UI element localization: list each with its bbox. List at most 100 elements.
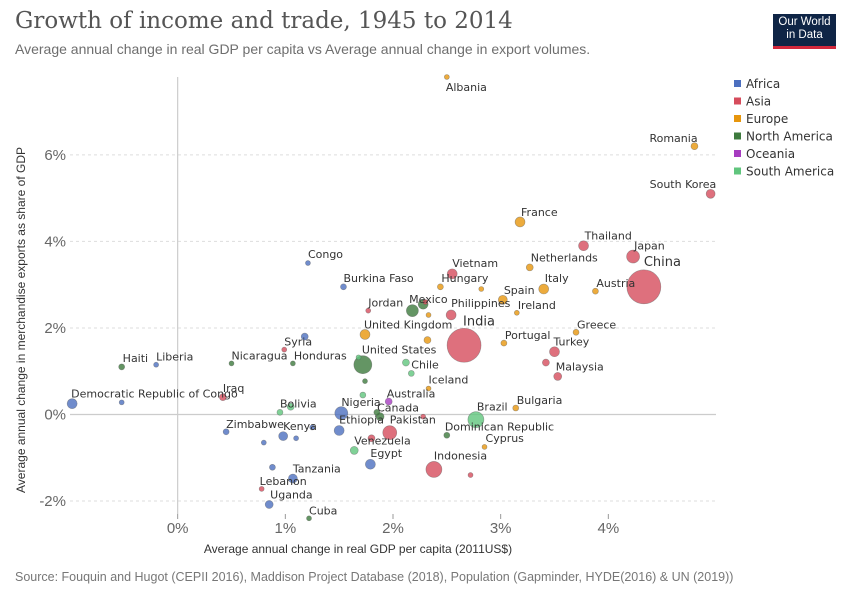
- point-label: Austria: [596, 277, 635, 290]
- point-label: Uganda: [270, 488, 312, 501]
- data-point: [425, 461, 443, 478]
- logo-line-1: Our World: [778, 16, 831, 28]
- point-label: Burkina Faso: [343, 272, 413, 285]
- data-point: [306, 515, 312, 522]
- minor-data-point: [118, 399, 125, 406]
- data-point: [467, 411, 485, 428]
- chart-title: Growth of income and trade, 1945 to 2014: [15, 8, 513, 34]
- minor-data-point: [467, 472, 474, 478]
- point-label: Malaysia: [556, 360, 604, 373]
- gridlines: -2% 0% 2% 4% 6%: [39, 147, 716, 510]
- owid-logo[interactable]: Our World in Data: [773, 14, 836, 49]
- minor-data-point: [355, 354, 362, 361]
- point-label: Spain: [504, 284, 535, 297]
- data-point: [365, 458, 376, 470]
- data-point: [514, 310, 520, 316]
- minor-data-point: [367, 434, 376, 443]
- data-point: [359, 329, 371, 340]
- data-point: [626, 269, 662, 305]
- data-point: [437, 283, 444, 291]
- data-point: [365, 307, 372, 314]
- point-label: France: [521, 206, 558, 219]
- point-label: Vietnam: [452, 257, 498, 270]
- point-label: Bolivia: [280, 397, 317, 410]
- point-label: Australia: [387, 388, 436, 401]
- logo-accent-bar: [773, 46, 836, 49]
- point-label: Ethiopia: [339, 413, 384, 426]
- point-label: Portugal: [505, 329, 551, 342]
- point-label: Cuba: [309, 504, 337, 517]
- minor-data-point: [406, 304, 419, 317]
- legend-swatch: [734, 167, 741, 175]
- data-point: [444, 74, 450, 80]
- point-label: Romania: [649, 132, 697, 145]
- data-point: [219, 393, 227, 401]
- legend-label: Africa: [746, 77, 780, 91]
- data-point: [264, 500, 274, 509]
- minor-data-point: [286, 402, 295, 411]
- data-point: [228, 360, 235, 367]
- point-label: Kenya: [283, 420, 317, 433]
- point-label: Japan: [633, 240, 665, 253]
- data-point: [349, 446, 359, 455]
- point-label: Turkey: [553, 336, 590, 349]
- point-label: Dominican Republic: [445, 420, 554, 433]
- legend-label: Europe: [746, 112, 788, 126]
- chart-subtitle: Average annual change in real GDP per ca…: [15, 41, 591, 57]
- point-label: United Kingdom: [364, 318, 452, 331]
- x-tick-label: 0%: [167, 520, 189, 537]
- data-point: [498, 295, 508, 305]
- minor-data-point: [478, 286, 485, 292]
- point-label: Egypt: [370, 447, 402, 460]
- legend: Africa Asia Europe North America Oceania Sout…: [734, 77, 834, 179]
- data-point: [514, 216, 526, 228]
- point-label: Haiti: [123, 352, 148, 365]
- point-label: Indonesia: [434, 449, 487, 462]
- minor-data-point: [542, 358, 550, 367]
- data-point: [382, 425, 398, 440]
- point-label: Pakistan: [390, 414, 436, 427]
- data-point: [443, 431, 451, 439]
- y-tick-label: 2%: [44, 320, 66, 337]
- point-label: Congo: [308, 248, 343, 261]
- axes: 0% 1% 2% 3% 4%: [70, 77, 716, 537]
- data-point: [222, 428, 230, 436]
- x-tick-label: 2%: [382, 520, 404, 537]
- data-point: [512, 404, 520, 412]
- point-label: Iraq: [223, 382, 245, 395]
- point-label: Democratic Republic of Congo: [71, 388, 238, 401]
- data-point: [690, 142, 699, 151]
- legend-swatch: [734, 97, 741, 105]
- y-tick-label: 4%: [44, 233, 66, 250]
- point-label: Iceland: [429, 374, 469, 387]
- point-label: Thailand: [584, 230, 632, 243]
- data-point: [305, 260, 311, 266]
- minor-data-point: [293, 435, 299, 442]
- minor-data-point: [260, 439, 267, 446]
- point-label: Nicaragua: [232, 349, 288, 362]
- point-label: Brazil: [477, 401, 508, 414]
- data-point: [384, 397, 393, 406]
- data-point: [281, 346, 288, 353]
- data-point: [353, 355, 373, 375]
- minor-data-point: [309, 424, 316, 431]
- data-point: [153, 361, 159, 368]
- point-label: India: [463, 314, 495, 329]
- data-point: [334, 406, 349, 420]
- legend-swatch: [734, 115, 741, 122]
- minor-data-point: [269, 463, 276, 471]
- data-point: [276, 409, 284, 416]
- point-label: Chile: [411, 358, 439, 371]
- y-axis-title: Average annual change in merchandise exp…: [14, 147, 28, 493]
- data-point: [445, 309, 457, 321]
- x-tick-label: 4%: [597, 520, 619, 537]
- x-axis-title: Average annual change in real GDP per ca…: [204, 542, 512, 556]
- point-label: Albania: [446, 81, 487, 94]
- minor-data-point: [425, 312, 432, 318]
- data-point: [425, 385, 432, 392]
- data-points: [66, 74, 716, 522]
- data-point: [500, 339, 508, 347]
- data-point: [258, 486, 265, 492]
- point-label: Ireland: [518, 299, 556, 312]
